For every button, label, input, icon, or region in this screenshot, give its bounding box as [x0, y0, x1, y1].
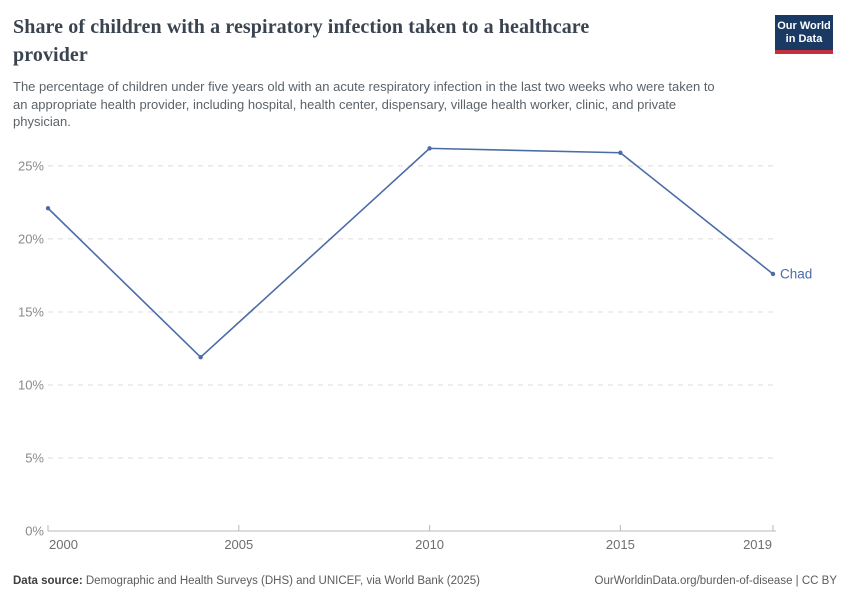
data-line	[47, 147, 774, 359]
data-point	[45, 206, 51, 211]
x-tick-label: 2005	[224, 537, 253, 552]
y-tick-label: 10%	[18, 377, 44, 392]
data-point	[618, 150, 623, 155]
owid-credit-link[interactable]: OurWorldinData.org/burden-of-disease | C…	[594, 575, 837, 587]
chart-title: Share of children with a respiratory inf…	[13, 13, 773, 69]
chart-subtitle-line3: physician.	[13, 114, 71, 129]
owid-logo-line1: Our World	[777, 20, 831, 32]
owid-logo: Our World in Data	[775, 15, 833, 54]
chart-title-line2: provider	[13, 44, 88, 66]
chart-subtitle-line2: an appropriate health provider, includin…	[13, 96, 677, 112]
line-chart-svg: 0% 5% 10% 15% 20% 25% 2000 2005 2010 2015 2019 Chad	[18, 146, 812, 552]
data-source-text: Demographic and Health Surveys (DHS) and…	[82, 575, 481, 587]
owid-logo-line2: in Data	[785, 33, 823, 45]
x-tick-label: 2015	[606, 537, 635, 552]
chart-footer: Data source: Demographic and Health Surv…	[13, 574, 837, 588]
chart-subtitle-line1: The percentage of children under five ye…	[13, 79, 715, 94]
data-point	[198, 355, 203, 360]
y-tick-label: 20%	[18, 231, 44, 246]
x-tick-label: 2010	[415, 537, 444, 552]
data-point	[427, 146, 432, 151]
y-tick-label: 15%	[18, 304, 44, 319]
line-chart: 0% 5% 10% 15% 20% 25% 2000 2005 2010 2015 2019 Chad	[0, 135, 850, 560]
chart-title-line1: Share of children with a respiratory inf…	[13, 16, 590, 38]
data-point	[770, 271, 776, 277]
y-tick-label: 5%	[25, 450, 44, 465]
series-label: Chad	[780, 266, 812, 281]
x-tick-label: 2019	[743, 537, 772, 552]
chart-subtitle: The percentage of children under five ye…	[13, 78, 773, 131]
x-tick-label: 2000	[49, 537, 78, 552]
y-tick-label: 25%	[18, 158, 44, 173]
y-tick-label: 0%	[25, 524, 44, 539]
data-source-label: Data source:	[13, 575, 83, 587]
chart-header: Share of children with a respiratory inf…	[13, 13, 773, 131]
data-source-note: Data source: Demographic and Health Surv…	[13, 574, 480, 588]
